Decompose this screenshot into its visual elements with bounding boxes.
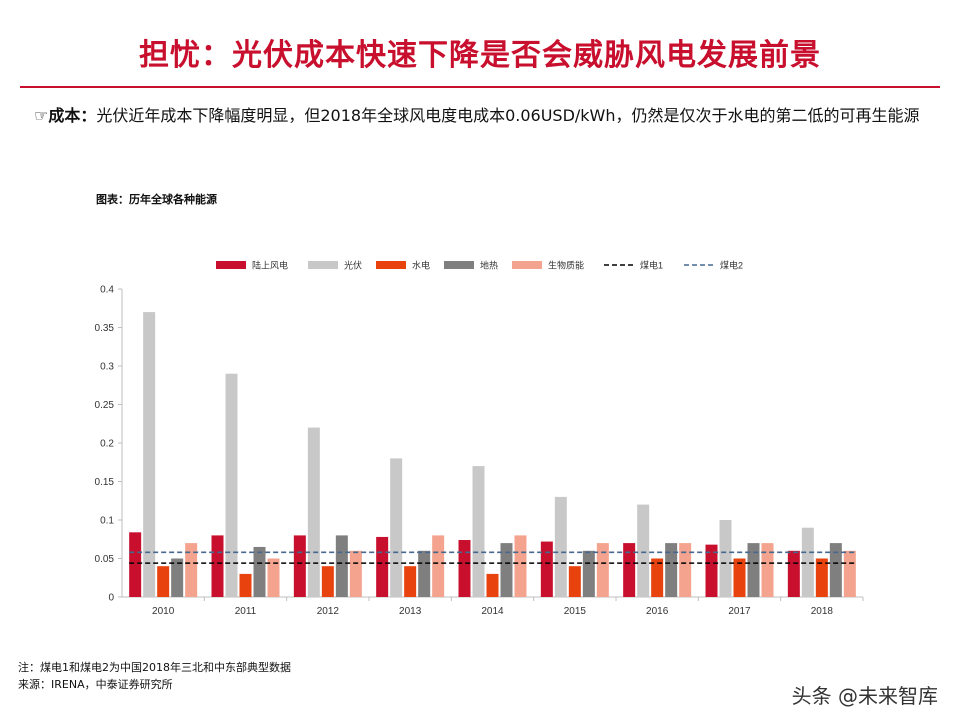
y-tick-label: 0.1 — [100, 516, 114, 527]
x-tick-label: 2014 — [481, 606, 504, 617]
bar-水电-2015 — [568, 566, 581, 597]
energy-cost-chart: 0 0.05 0.1 0.15 0.2 0.25 0.3 0.35 0.4 2010 2011 201… — [95, 260, 864, 617]
bar-陆上风电-2016 — [623, 543, 636, 597]
bar-光伏-2018 — [801, 527, 814, 597]
title-divider — [20, 86, 940, 88]
bar-生物质能-2014 — [514, 535, 527, 597]
y-tick-label: 0.15 — [95, 477, 115, 488]
legend-label-光伏: 光伏 — [344, 260, 362, 271]
bar-陆上风电-2012 — [293, 535, 306, 597]
bar-地热-2017 — [747, 543, 760, 597]
bar-地热-2018 — [829, 543, 842, 597]
bar-陆上风电-2010 — [129, 532, 142, 597]
bullet-point: ☞成本：光伏近年成本下降幅度明显，但2018年全球风电度电成本0.06USD/k… — [34, 104, 934, 128]
chart-note: 注：煤电1和煤电2为中国2018年三北和中东部典型数据 — [18, 661, 291, 674]
bar-生物质能-2011 — [267, 558, 280, 597]
bar-陆上风电-2015 — [540, 541, 553, 597]
bar-地热-2016 — [665, 543, 678, 597]
y-tick-label: 0.4 — [100, 285, 114, 296]
bar-陆上风电-2014 — [458, 540, 471, 597]
bar-水电-2018 — [815, 558, 828, 597]
bar-水电-2012 — [321, 566, 334, 597]
bar-水电-2010 — [157, 566, 170, 597]
bar-光伏-2010 — [143, 312, 156, 597]
bar-水电-2017 — [733, 558, 746, 597]
x-tick-label: 2018 — [811, 606, 834, 617]
y-tick-label: 0.25 — [95, 400, 115, 411]
bar-地热-2010 — [171, 558, 184, 597]
watermark: 头条 @未来智库 — [791, 684, 938, 708]
x-tick-label: 2012 — [317, 606, 340, 617]
y-tick-label: 0.3 — [100, 362, 114, 373]
y-tick-label: 0 — [108, 593, 114, 604]
bar-水电-2011 — [239, 573, 252, 597]
bar-生物质能-2018 — [843, 550, 856, 597]
bar-地热-2011 — [253, 546, 266, 597]
y-tick-label: 0.35 — [95, 323, 115, 334]
x-tick-label: 2015 — [564, 606, 587, 617]
chart-caption: 图表：历年全球各种能源 — [96, 193, 217, 206]
bar-陆上风电-2017 — [705, 544, 718, 597]
bar-水电-2014 — [486, 573, 499, 597]
x-tick-label: 2016 — [646, 606, 669, 617]
slide-title: 担忧：光伏成本快速下降是否会威胁风电发展前景 — [139, 38, 821, 73]
y-tick-label: 0.2 — [100, 439, 114, 450]
legend-label-地热: 地热 — [480, 260, 498, 271]
bar-光伏-2011 — [225, 373, 238, 597]
bullet-label: 成本： — [48, 106, 97, 125]
chart-source: 来源：IRENA，中泰证券研究所 — [18, 678, 173, 691]
bar-生物质能-2010 — [185, 543, 198, 597]
legend-label-煤电1: 煤电1 — [640, 260, 663, 271]
legend-swatch-光伏 — [308, 261, 338, 269]
bar-地热-2015 — [582, 550, 595, 597]
bar-光伏-2014 — [472, 466, 485, 597]
bar-光伏-2016 — [637, 504, 650, 597]
legend-swatch-陆上风电 — [216, 261, 246, 269]
bar-陆上风电-2011 — [211, 535, 224, 597]
legend-swatch-地热 — [444, 261, 474, 269]
pointing-hand-icon: ☞ — [34, 106, 49, 125]
bar-生物质能-2012 — [349, 550, 362, 597]
x-tick-label: 2017 — [728, 606, 751, 617]
x-tick-label: 2011 — [235, 606, 257, 617]
bar-水电-2013 — [404, 566, 417, 597]
bar-地热-2014 — [500, 543, 513, 597]
x-tick-label: 2013 — [399, 606, 422, 617]
bar-生物质能-2017 — [761, 543, 774, 597]
bar-地热-2012 — [335, 535, 348, 597]
bar-地热-2013 — [418, 550, 431, 597]
bar-光伏-2013 — [390, 458, 403, 597]
chart-legend: 陆上风电 光伏 水电 地热 生物质能 煤电1 煤电2 — [216, 260, 743, 271]
x-tick-label: 2010 — [152, 606, 175, 617]
legend-swatch-生物质能 — [512, 261, 542, 269]
legend-label-煤电2: 煤电2 — [720, 260, 743, 271]
legend-swatch-水电 — [376, 261, 406, 269]
legend-label-生物质能: 生物质能 — [548, 260, 584, 271]
bar-生物质能-2015 — [596, 543, 609, 597]
bar-陆上风电-2018 — [787, 550, 800, 597]
bar-光伏-2015 — [554, 496, 567, 597]
bullet-text: 光伏近年成本下降幅度明显，但2018年全球风电度电成本0.06USD/kWh，仍… — [96, 106, 920, 125]
y-tick-label: 0.05 — [95, 554, 115, 565]
bar-光伏-2017 — [719, 520, 732, 597]
bar-陆上风电-2013 — [376, 536, 389, 597]
legend-label-陆上风电: 陆上风电 — [252, 260, 288, 271]
bar-生物质能-2013 — [432, 535, 445, 597]
bar-水电-2016 — [651, 558, 664, 597]
bar-生物质能-2016 — [679, 543, 692, 597]
legend-label-水电: 水电 — [412, 260, 430, 271]
bar-光伏-2012 — [307, 427, 320, 597]
